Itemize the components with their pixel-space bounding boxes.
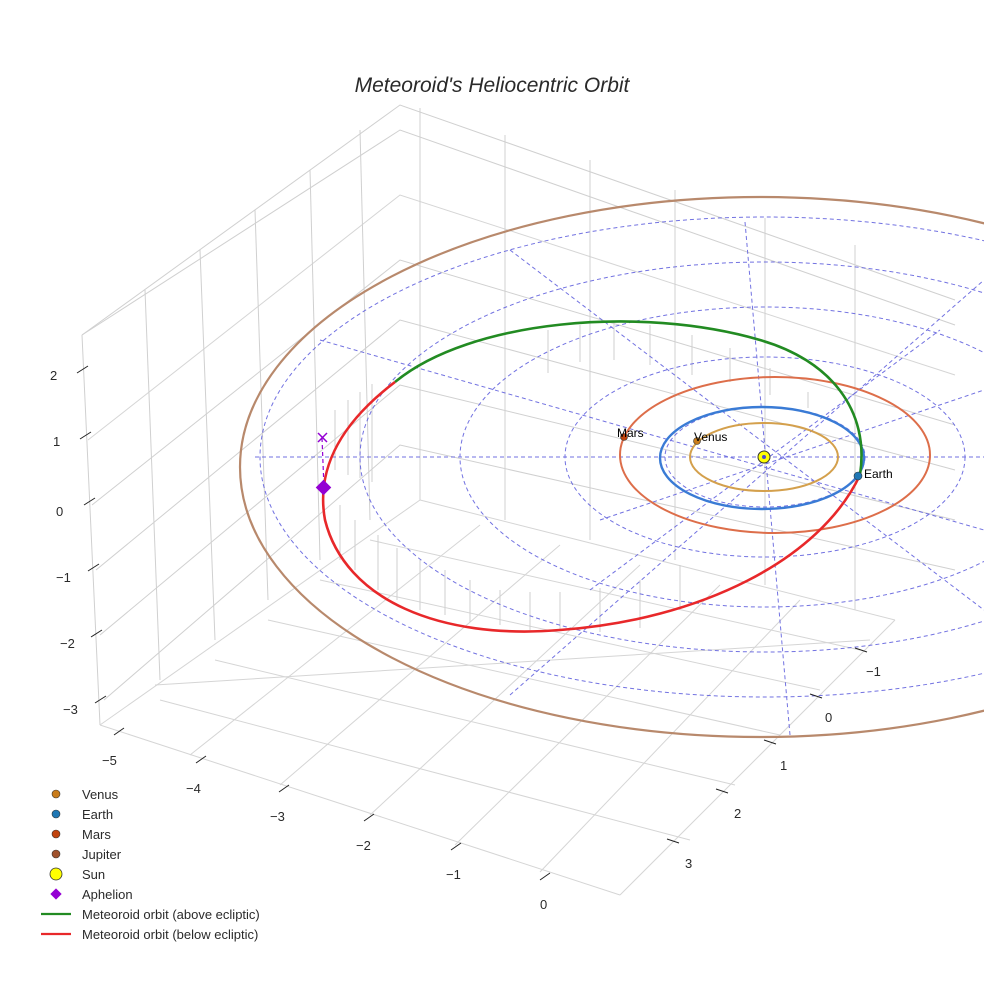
mars-marker[interactable] — [620, 433, 628, 441]
legend-label: Meteoroid orbit (below ecliptic) — [82, 926, 259, 942]
y-tick: 3 — [685, 856, 692, 871]
z-tick: −2 — [60, 636, 75, 651]
x-tick: −4 — [186, 781, 201, 796]
x-axis — [113, 727, 551, 881]
planet-orbits — [239, 195, 984, 739]
z-tick: 0 — [56, 504, 63, 519]
mars-label: Mars — [617, 426, 644, 440]
legend-item-orbit-above[interactable]: Meteoroid orbit (above ecliptic) — [36, 904, 260, 924]
y-axis — [666, 647, 868, 844]
venus-orbit — [689, 422, 839, 492]
legend-label: Jupiter — [82, 846, 122, 862]
jupiter-orbit — [239, 195, 984, 739]
line-icon — [41, 932, 71, 936]
legend-item-earth[interactable]: Earth — [36, 804, 260, 824]
earth-label: Earth — [864, 467, 893, 481]
ecliptic-grid — [255, 216, 984, 736]
legend-label: Mars — [82, 826, 111, 842]
z-tick: −1 — [56, 570, 71, 585]
y-tick: 2 — [734, 806, 741, 821]
earth-orbit — [658, 405, 866, 511]
venus-label: Venus — [694, 430, 727, 444]
aphelion-projection-x-icon — [317, 432, 328, 443]
circle-icon — [51, 789, 61, 799]
x-tick: 0 — [540, 897, 547, 912]
sun-icon — [49, 867, 63, 881]
venus-marker[interactable] — [693, 437, 701, 445]
z-tick: 2 — [50, 368, 57, 383]
z-axis — [76, 365, 107, 704]
line-icon — [41, 912, 71, 916]
x-tick: −5 — [102, 753, 117, 768]
legend-item-orbit-below[interactable]: Meteoroid orbit (below ecliptic) — [36, 924, 260, 944]
legend-label: Venus — [82, 786, 119, 802]
chart-title: Meteoroid's Heliocentric Orbit — [354, 74, 630, 97]
y-tick: 1 — [780, 758, 787, 773]
legend-item-venus[interactable]: Venus — [36, 784, 260, 804]
legend-item-sun[interactable]: Sun — [36, 864, 260, 884]
x-tick: −3 — [270, 809, 285, 824]
legend-label: Earth — [82, 806, 114, 822]
circle-icon — [51, 849, 61, 859]
legend-label: Sun — [82, 866, 106, 882]
legend-label: Aphelion — [82, 886, 133, 902]
legend-label: Meteoroid orbit (above ecliptic) — [82, 906, 260, 922]
mars-orbit — [619, 376, 931, 534]
grid-floor — [99, 499, 896, 896]
legend-item-aphelion[interactable]: Aphelion — [36, 884, 260, 904]
y-tick: 0 — [825, 710, 832, 725]
z-tick: 1 — [53, 434, 60, 449]
diamond-icon — [50, 888, 62, 900]
x-tick: −1 — [446, 867, 461, 882]
legend-item-jupiter[interactable]: Jupiter — [36, 844, 260, 864]
meteoroid-orbit-below[interactable] — [321, 380, 862, 633]
circle-icon — [51, 829, 61, 839]
legend-item-mars[interactable]: Mars — [36, 824, 260, 844]
circle-icon — [51, 809, 61, 819]
y-tick: −1 — [866, 664, 881, 679]
legend: Venus Earth Mars Jupiter Sun Aphelion Me… — [36, 784, 260, 944]
z-tick: −3 — [63, 702, 78, 717]
meteoroid-orbit-above[interactable] — [394, 320, 863, 476]
x-tick: −2 — [356, 838, 371, 853]
earth-marker[interactable] — [853, 471, 863, 481]
